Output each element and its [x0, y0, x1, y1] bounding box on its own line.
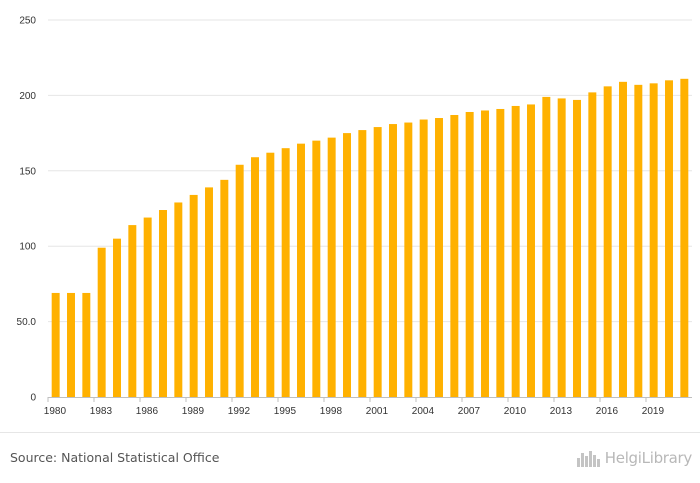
- bar-2020[interactable]: [665, 80, 673, 397]
- bar-1989[interactable]: [189, 194, 198, 397]
- bar-1991[interactable]: [220, 179, 229, 397]
- bar-1985[interactable]: [128, 225, 137, 397]
- x-tick-label: 1998: [320, 406, 343, 417]
- y-tick-label: 150: [19, 166, 36, 177]
- y-tick-label: 100: [19, 242, 36, 253]
- x-tick-label: 2016: [596, 406, 619, 417]
- bar-1992[interactable]: [235, 164, 244, 397]
- x-tick-label: 2013: [550, 406, 573, 417]
- x-tick-label: 2007: [458, 406, 481, 417]
- bar-2018[interactable]: [634, 84, 643, 398]
- y-tick-label: 0: [30, 393, 36, 404]
- bar-2013[interactable]: [557, 98, 566, 397]
- bar-1999[interactable]: [343, 133, 351, 397]
- bar-1982[interactable]: [82, 292, 91, 397]
- bar-1987[interactable]: [159, 210, 167, 397]
- bar-1990[interactable]: [205, 187, 213, 397]
- bar-2006[interactable]: [450, 115, 459, 397]
- x-tick-label: 1989: [182, 406, 205, 417]
- bar-2021[interactable]: [680, 78, 689, 397]
- bar-2011[interactable]: [527, 104, 535, 397]
- bar-1994[interactable]: [266, 152, 275, 397]
- bar-2001[interactable]: [373, 127, 382, 398]
- bar-1980[interactable]: [51, 292, 60, 397]
- bar-2007[interactable]: [465, 111, 474, 397]
- brand-name: HelgiLibrary: [604, 449, 693, 467]
- bar-1986[interactable]: [143, 217, 152, 397]
- x-tick-label: 2019: [642, 406, 665, 417]
- bar-2016[interactable]: [603, 86, 612, 398]
- x-tick-label: 1983: [90, 406, 113, 417]
- x-tick-label: 1980: [44, 406, 67, 417]
- x-tick-label: 2010: [504, 406, 527, 417]
- y-tick-label: 250: [19, 16, 36, 27]
- bar-1983[interactable]: [97, 247, 106, 397]
- x-tick-label: 1986: [136, 406, 159, 417]
- y-tick-label: 50.0: [17, 317, 37, 328]
- gridlines: [48, 19, 692, 323]
- bar-1995[interactable]: [281, 148, 290, 397]
- source-note: Source: National Statistical Office: [10, 450, 220, 465]
- bar-1997[interactable]: [312, 140, 321, 397]
- bar-2014[interactable]: [573, 99, 581, 397]
- bar-2009[interactable]: [496, 108, 505, 398]
- bar-1993[interactable]: [251, 157, 259, 397]
- bar-2003[interactable]: [404, 122, 413, 397]
- x-tick-label: 1992: [228, 406, 251, 417]
- bars: [51, 78, 689, 398]
- footer-divider: [0, 432, 700, 433]
- bar-1998[interactable]: [327, 137, 336, 397]
- brand-logo[interactable]: HelgiLibrary: [576, 446, 693, 470]
- bar-2008[interactable]: [481, 110, 489, 397]
- x-tick-label: 2004: [412, 406, 435, 417]
- bar-2012[interactable]: [542, 96, 551, 398]
- bar-1996[interactable]: [297, 143, 305, 397]
- city-skyline-icon: [576, 451, 600, 467]
- x-axis-ticks: 1980 1983 1986 1989 1992 1995 1998 2001 2004 2007…: [44, 397, 665, 417]
- bar-2002[interactable]: [389, 124, 397, 397]
- x-tick-label: 1995: [274, 406, 297, 417]
- y-tick-label: 200: [19, 91, 36, 102]
- bar-2019[interactable]: [649, 83, 658, 397]
- bar-2004[interactable]: [419, 119, 428, 397]
- bar-2000[interactable]: [358, 130, 367, 398]
- x-tick-label: 2001: [366, 406, 389, 417]
- y-axis-tick-labels: 0 50.0 100 150 200 250: [17, 16, 37, 404]
- bar-2017[interactable]: [619, 81, 627, 397]
- bar-1984[interactable]: [113, 238, 121, 397]
- bar-2015[interactable]: [588, 92, 597, 397]
- bar-2005[interactable]: [435, 118, 443, 398]
- bar-1988[interactable]: [174, 202, 183, 397]
- bar-2010[interactable]: [511, 105, 520, 398]
- bar-1981[interactable]: [67, 292, 75, 397]
